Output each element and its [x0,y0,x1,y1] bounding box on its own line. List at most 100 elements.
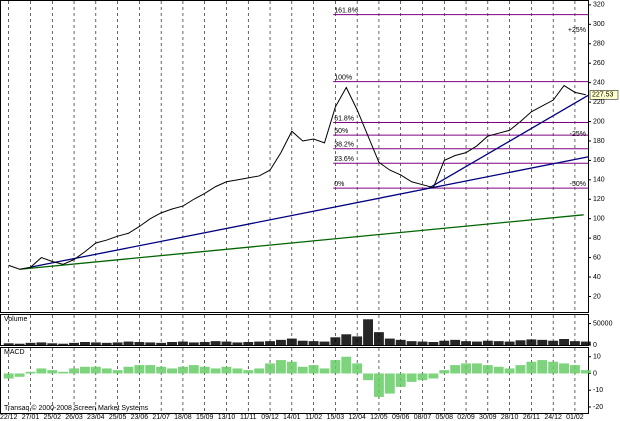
bar [428,373,439,379]
pct-label: -25% [570,131,586,138]
bar [79,366,90,374]
y-tick-label: 220 [593,99,605,106]
y-tick-label: 80 [593,235,601,242]
x-tick-label: 25/05 [109,414,127,421]
y-tick-label: -20 [593,404,603,411]
bar [265,341,275,345]
bar [232,342,243,345]
bar [112,370,123,374]
bar [319,341,330,345]
bar [25,371,36,374]
y-tick-label: 100 [593,216,605,223]
bar [134,342,145,345]
x-tick-label: 25/02 [44,414,62,421]
x-tick-label: 12/04 [348,414,366,421]
bar [406,373,417,382]
x-tick-label: 26/03 [65,414,83,421]
bar [569,365,580,374]
x-tick-label: 26/11 [523,414,540,421]
bar [177,341,188,345]
bar [297,340,308,345]
bar [14,373,25,377]
trendline [19,214,584,270]
bar [101,368,112,374]
bar [243,370,254,374]
bar [537,339,548,345]
bar [47,370,58,374]
bar [58,371,69,374]
bar [493,366,504,374]
bar [406,341,417,345]
bar [145,365,156,374]
last-price-box [589,90,619,100]
bar [417,373,428,381]
bar [471,363,482,374]
bar [526,339,537,345]
bar [482,365,493,374]
bar [156,366,167,374]
y-tick-label: 280 [593,41,605,48]
bar [559,339,569,345]
y-tick-label: 120 [593,196,605,203]
x-tick-label: 02/09 [457,414,475,421]
bar [308,365,319,374]
bar [79,342,90,345]
bar [515,340,526,345]
bar [548,361,559,374]
bar [548,340,559,345]
bar [3,343,14,345]
fib-label: 50% [334,128,348,135]
footer: Transaq © 2000-2008 Screen Market System… [4,404,149,412]
bar [461,363,471,374]
bar [482,340,493,345]
bar [58,343,69,345]
bar [167,368,177,374]
bar [580,370,591,374]
x-tick-label: 27/01 [22,414,40,421]
bar [450,339,461,345]
bar [395,373,406,387]
bar [275,339,286,345]
x-tick-label: 22/12 [0,414,18,421]
volume-title: Volume [4,316,27,323]
bar [450,365,461,374]
y-tick-label: 60 [593,254,601,261]
bar [167,342,177,345]
bar [308,341,319,345]
bar [439,370,450,374]
last-price-label: 227.53 [592,92,614,99]
bar [580,341,591,345]
bar [36,368,47,374]
bar [265,363,275,374]
bar [341,356,352,374]
bar [123,366,134,374]
x-tick-label: 21/07 [152,414,170,421]
bar [373,332,384,345]
y-tick-label: 260 [593,60,605,67]
x-tick-label: 08/07 [414,414,432,421]
bar [341,334,352,345]
bar [428,342,439,345]
y-tick-label: 240 [593,79,605,86]
y-tick-label: 40 [593,274,601,281]
x-tick-label: 05/08 [436,414,454,421]
x-tick-label: 11/11 [240,414,257,421]
y-tick-label: 10 [593,354,601,361]
bar [199,342,210,345]
x-tick-label: 23/06 [131,414,149,421]
bar [112,342,123,345]
bar [69,342,79,345]
bar [210,368,221,374]
y-tick-label: 20 [593,293,601,300]
bar [515,365,526,374]
fib-label: 161.8% [334,7,358,14]
bar [319,368,330,374]
bar [417,341,428,345]
bar [352,336,363,345]
x-tick-label: 01/02 [566,414,584,421]
x-tick-label: 12/05 [370,414,388,421]
bar [286,361,297,374]
x-tick-label: 28/10 [501,414,519,421]
bar [14,343,25,345]
bar [145,342,156,345]
